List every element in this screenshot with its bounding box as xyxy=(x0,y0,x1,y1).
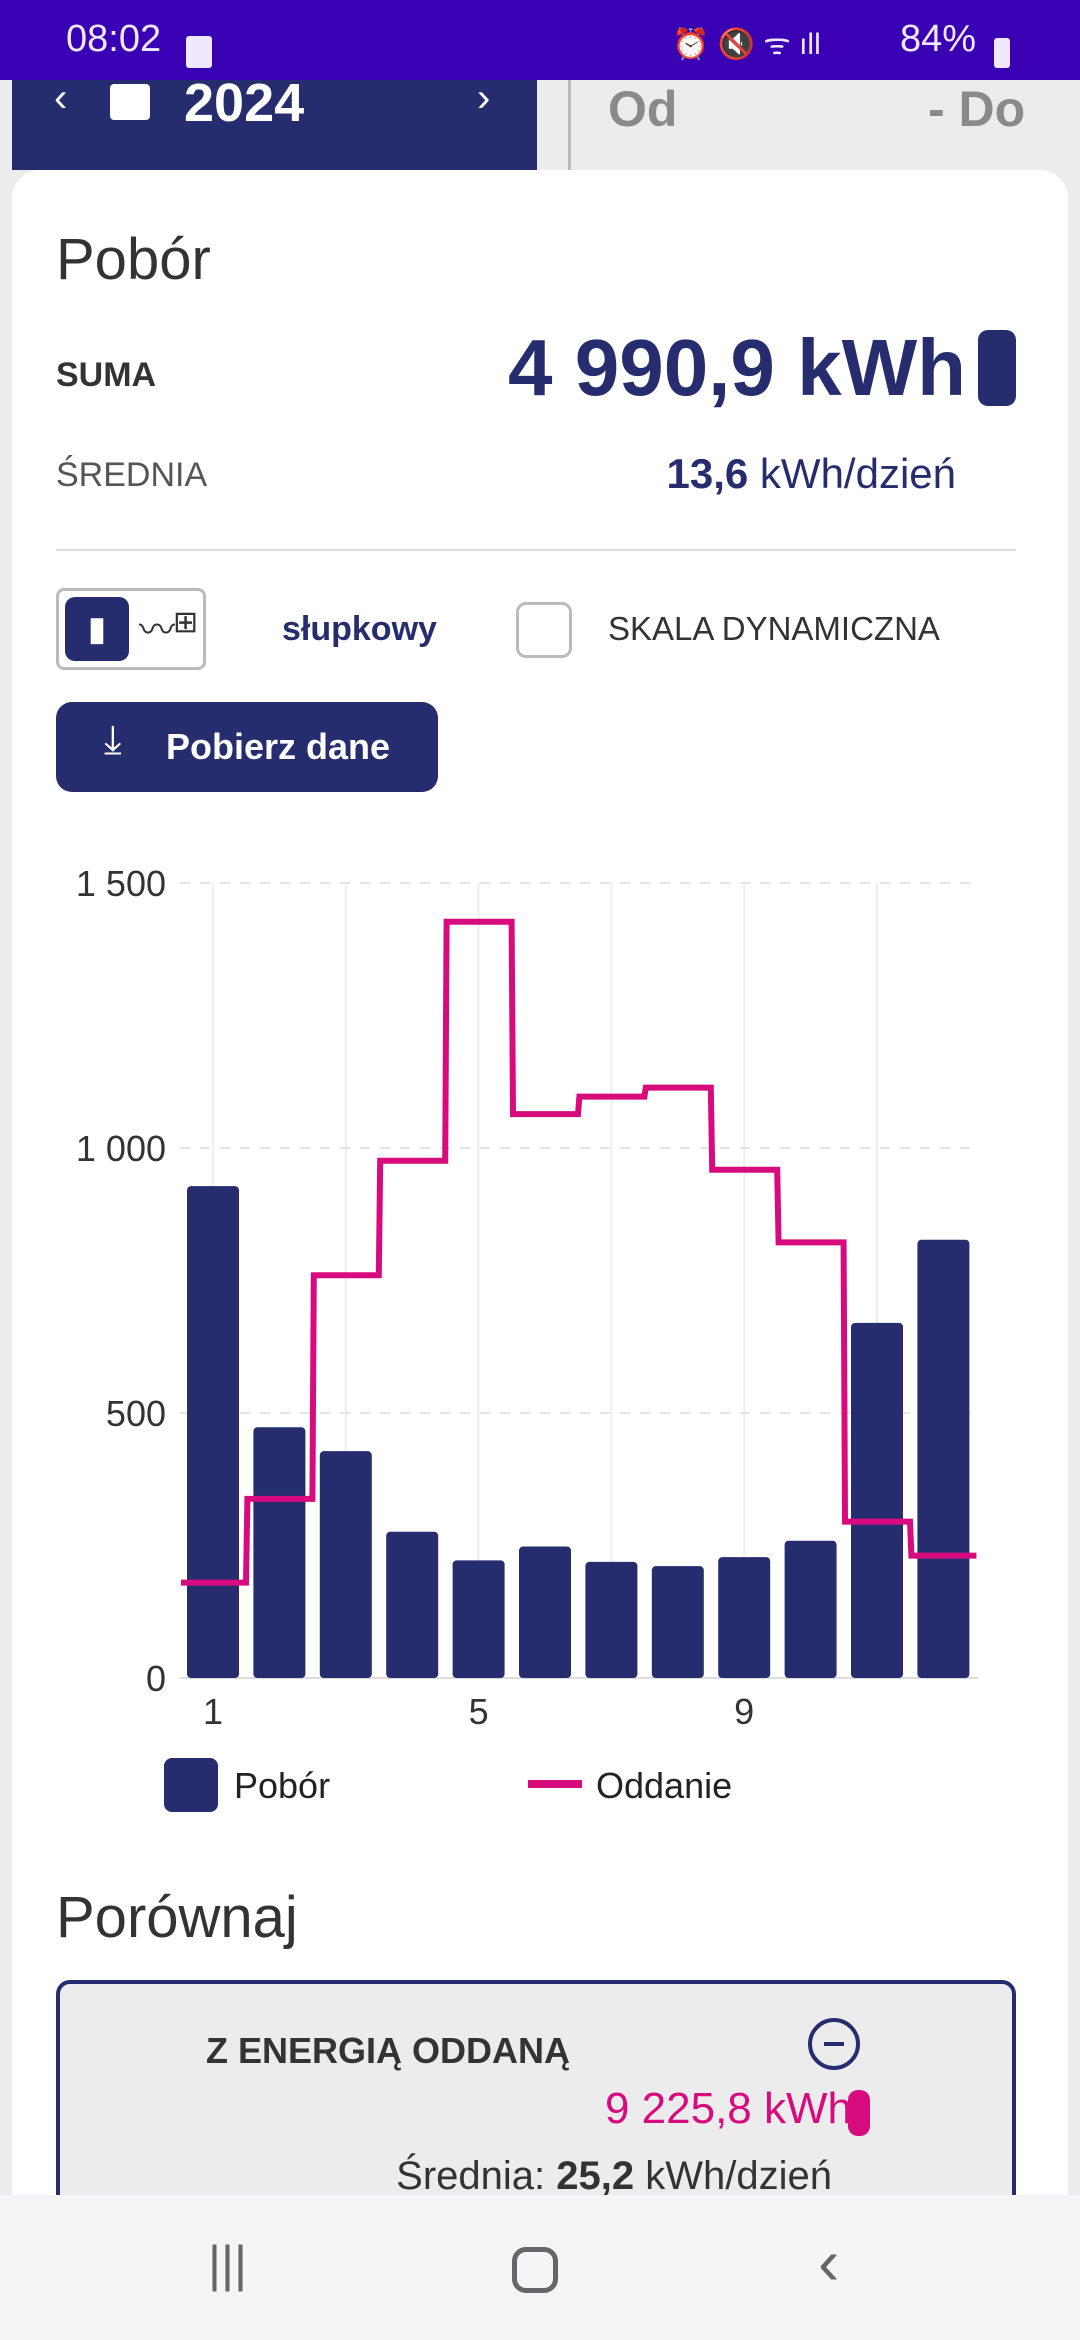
minus-icon xyxy=(824,2042,844,2046)
bar-pobor-1 xyxy=(187,1186,239,1678)
battery-percent: 84% xyxy=(900,18,977,60)
bar-pobor-4 xyxy=(386,1531,439,1678)
dynamic-scale-checkbox[interactable] xyxy=(516,602,572,658)
legend-label-oddanie: Oddanie xyxy=(596,1765,732,1806)
status-bar: 08:02 ⏰ 🔇 ᯤ ıll 84% xyxy=(0,0,1080,80)
x-tick-label: 9 xyxy=(734,1691,754,1732)
bar-pobor-10 xyxy=(784,1540,837,1678)
line-chart-button[interactable]: 〰 xyxy=(139,609,176,650)
compare-avg-value: 25,2 xyxy=(556,2154,635,2198)
chart-type-label: słupkowy xyxy=(282,610,437,648)
navigation-bar: ||| ‹ xyxy=(0,2195,1080,2340)
table-view-button[interactable]: ⊞ xyxy=(173,606,199,639)
compare-avg-unit: kWh/dzień xyxy=(645,2154,832,2198)
legend-swatch-oddanie xyxy=(528,1780,582,1788)
status-time: 08:02 xyxy=(66,18,162,60)
compare-avg-label: Średnia: xyxy=(396,2154,546,2198)
compare-avg-row: Średnia: 25,2 kWh/dzień xyxy=(396,2154,832,2199)
avg-unit: kWh/dzień xyxy=(759,450,956,497)
from-field[interactable]: Od xyxy=(608,81,678,137)
y-tick-label: 0 xyxy=(146,1658,166,1699)
compare-item-value: 9 225,8 kWh xyxy=(604,2084,852,2133)
bar-pobor-6 xyxy=(519,1546,571,1678)
notification-icon xyxy=(186,36,212,68)
bar-pobor-11 xyxy=(851,1322,903,1678)
x-tick-label: 5 xyxy=(469,1691,489,1732)
legend-swatch-pobor xyxy=(164,1758,218,1812)
series-marker-icon xyxy=(978,330,1016,406)
bar-pobor-9 xyxy=(718,1557,771,1678)
consumption-chart: 0 500 1 000 1 500 1 5 9 Pobór Oddanie xyxy=(76,863,978,1812)
legend-label-pobor: Pobór xyxy=(234,1765,330,1806)
year-selector: ‹ 2024 › xyxy=(12,73,537,170)
compare-title: Porównaj xyxy=(56,1885,298,1950)
date-range[interactable]: Od - Do xyxy=(568,80,1080,170)
y-tick-label: 1 000 xyxy=(76,1128,166,1169)
y-tick-label: 1 500 xyxy=(76,863,166,904)
home-button[interactable] xyxy=(512,2247,558,2293)
bar-pobor-2 xyxy=(253,1427,306,1678)
avg-label: ŚREDNIA xyxy=(56,456,208,494)
next-year-button[interactable]: › xyxy=(477,76,491,120)
divider xyxy=(568,80,571,170)
sum-label: SUMA xyxy=(56,356,157,394)
recent-apps-button[interactable]: ||| xyxy=(208,2236,247,2292)
bar-pobor-5 xyxy=(452,1560,505,1678)
compare-item-label: Z ENERGIĄ ODDANĄ xyxy=(206,2030,571,2071)
x-tick-label: 1 xyxy=(203,1691,223,1732)
prev-year-button[interactable]: ‹ xyxy=(54,76,68,120)
y-tick-label: 500 xyxy=(106,1393,166,1434)
download-icon: ⤓ xyxy=(104,718,122,762)
back-button[interactable]: ‹ xyxy=(818,2226,840,2298)
bar-pobor-3 xyxy=(319,1451,372,1678)
bar-chart-button[interactable]: ▮ xyxy=(65,597,129,661)
remove-compare-button[interactable] xyxy=(808,2018,860,2070)
bar-pobor-12 xyxy=(917,1239,970,1678)
download-button[interactable]: ⤓ Pobierz dane xyxy=(56,702,438,792)
calendar-icon xyxy=(110,84,150,120)
download-label: Pobierz dane xyxy=(166,726,391,767)
status-icons: ⏰ 🔇 ᯤ ıll xyxy=(672,28,821,61)
divider xyxy=(56,549,1016,551)
bar-pobor-7 xyxy=(585,1561,638,1678)
battery-icon xyxy=(994,38,1010,68)
series-marker-icon xyxy=(848,2090,870,2136)
bar-pobor-8 xyxy=(651,1566,704,1678)
year-label: 2024 xyxy=(184,73,305,133)
avg-value-row: 13,6 kWh/dzień xyxy=(667,450,957,498)
sum-value: 4 990,9 kWh xyxy=(507,323,966,412)
to-field[interactable]: - Do xyxy=(928,81,1026,137)
chart-type-toggle: ▮ 〰 ⊞ xyxy=(56,588,206,670)
dynamic-scale-label: SKALA DYNAMICZNA xyxy=(608,610,940,647)
section-title: Pobór xyxy=(56,227,211,292)
avg-value: 13,6 xyxy=(666,450,749,497)
line-oddanie xyxy=(181,918,977,1586)
